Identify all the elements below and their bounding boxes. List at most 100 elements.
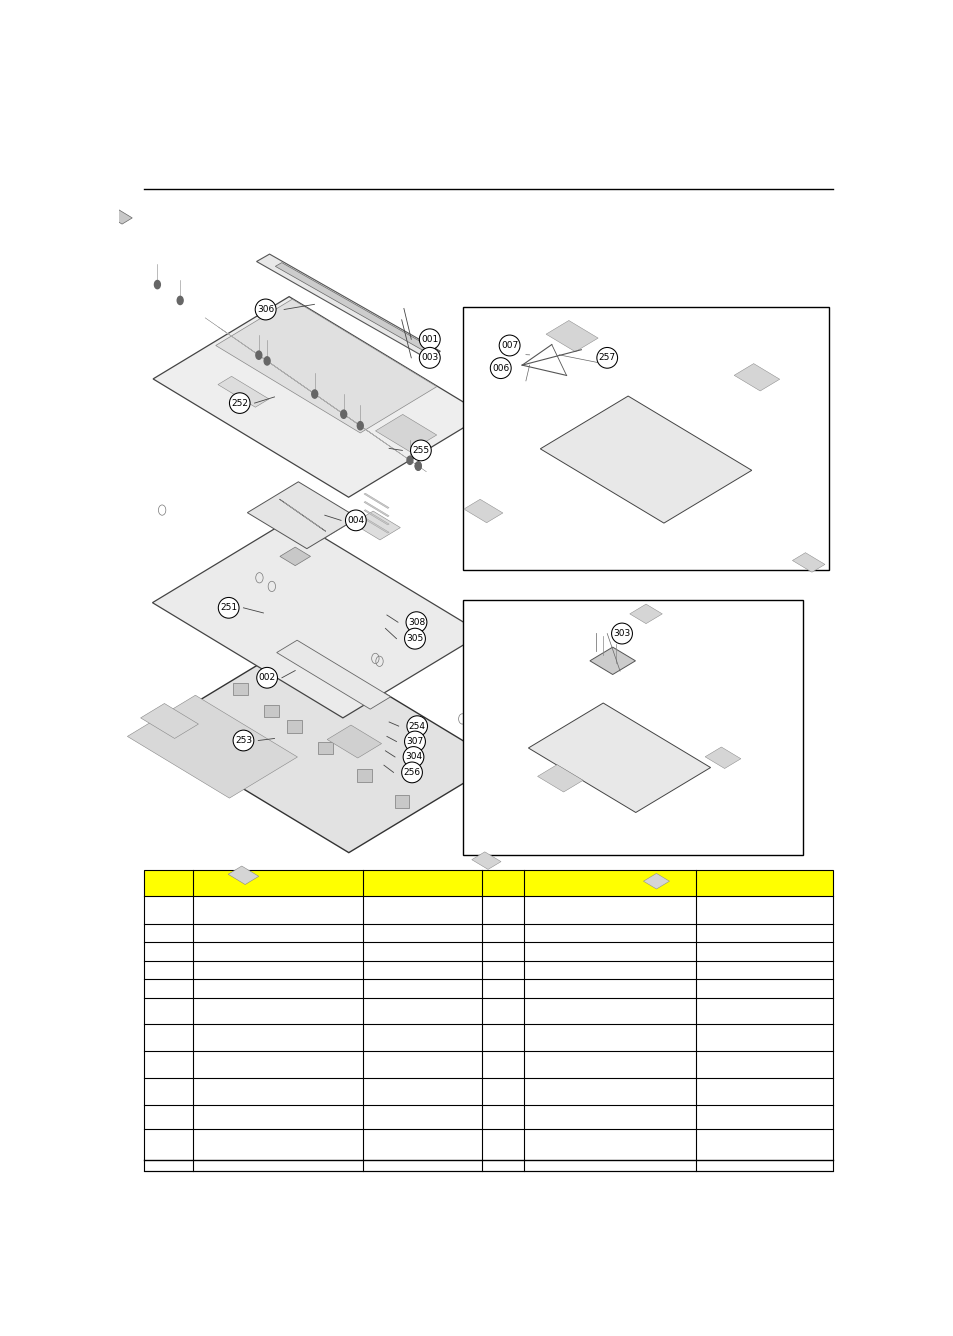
Polygon shape <box>353 512 400 540</box>
Polygon shape <box>148 641 497 852</box>
Polygon shape <box>18 659 55 681</box>
Polygon shape <box>479 790 524 816</box>
Polygon shape <box>642 874 669 888</box>
Polygon shape <box>316 395 337 410</box>
Bar <box>264 704 278 717</box>
Polygon shape <box>276 367 296 382</box>
Polygon shape <box>356 424 377 438</box>
Polygon shape <box>284 373 305 387</box>
Polygon shape <box>205 318 226 333</box>
Circle shape <box>407 456 413 465</box>
Polygon shape <box>539 395 751 524</box>
Polygon shape <box>704 747 740 768</box>
Polygon shape <box>339 411 360 426</box>
Circle shape <box>255 351 261 359</box>
Polygon shape <box>245 346 266 361</box>
Polygon shape <box>303 386 324 401</box>
Text: 253: 253 <box>234 736 252 745</box>
Text: 251: 251 <box>220 604 237 612</box>
Circle shape <box>415 462 421 470</box>
Polygon shape <box>263 358 283 373</box>
Polygon shape <box>364 493 389 509</box>
Polygon shape <box>152 297 484 497</box>
Text: 007: 007 <box>500 341 517 350</box>
Circle shape <box>415 462 421 470</box>
Polygon shape <box>280 370 301 385</box>
Text: 001: 001 <box>420 335 438 343</box>
Polygon shape <box>91 199 132 224</box>
Bar <box>462 307 828 569</box>
Polygon shape <box>271 363 292 378</box>
Circle shape <box>312 390 317 398</box>
Polygon shape <box>325 401 345 415</box>
Polygon shape <box>792 553 824 572</box>
Polygon shape <box>472 852 500 870</box>
Bar <box>233 683 248 695</box>
Polygon shape <box>256 254 440 358</box>
Polygon shape <box>537 764 582 792</box>
Polygon shape <box>299 383 319 398</box>
Polygon shape <box>272 365 293 379</box>
Polygon shape <box>364 518 389 533</box>
Polygon shape <box>528 703 710 812</box>
Polygon shape <box>286 374 306 389</box>
Polygon shape <box>298 382 318 397</box>
Polygon shape <box>378 438 399 453</box>
Polygon shape <box>338 410 359 425</box>
Polygon shape <box>405 457 426 472</box>
Polygon shape <box>375 436 395 450</box>
Text: 306: 306 <box>256 305 274 314</box>
Polygon shape <box>352 420 373 434</box>
Polygon shape <box>253 351 274 366</box>
Polygon shape <box>335 407 355 422</box>
Polygon shape <box>247 482 357 549</box>
Polygon shape <box>517 502 560 529</box>
Bar <box>317 741 333 755</box>
Polygon shape <box>734 363 779 391</box>
Polygon shape <box>228 866 258 884</box>
Polygon shape <box>215 299 436 433</box>
Polygon shape <box>371 433 391 448</box>
Polygon shape <box>232 337 253 351</box>
Text: 252: 252 <box>231 398 248 407</box>
Polygon shape <box>343 414 364 429</box>
Polygon shape <box>275 263 436 354</box>
Polygon shape <box>279 500 325 532</box>
Polygon shape <box>392 448 413 462</box>
Text: 303: 303 <box>613 629 630 639</box>
Polygon shape <box>222 330 243 345</box>
Polygon shape <box>290 377 311 391</box>
Polygon shape <box>271 490 352 540</box>
Bar <box>144 870 833 896</box>
Polygon shape <box>218 327 239 342</box>
Polygon shape <box>330 405 351 420</box>
Bar <box>395 795 409 807</box>
Polygon shape <box>217 377 269 407</box>
Polygon shape <box>240 342 260 357</box>
Polygon shape <box>348 417 368 432</box>
Bar <box>357 770 372 782</box>
Polygon shape <box>361 426 381 441</box>
Polygon shape <box>589 647 635 675</box>
Polygon shape <box>365 429 386 444</box>
Text: 256: 256 <box>403 768 420 778</box>
Text: 002: 002 <box>258 673 275 683</box>
Polygon shape <box>388 445 409 460</box>
Polygon shape <box>463 500 502 522</box>
Circle shape <box>340 410 346 418</box>
Polygon shape <box>353 421 374 436</box>
Polygon shape <box>375 414 436 452</box>
Text: 308: 308 <box>408 617 425 627</box>
Polygon shape <box>257 354 278 369</box>
Polygon shape <box>267 361 288 375</box>
Text: 006: 006 <box>492 363 509 373</box>
Text: 305: 305 <box>406 635 423 643</box>
Text: 257: 257 <box>598 353 615 362</box>
Polygon shape <box>235 339 256 354</box>
Polygon shape <box>364 501 389 517</box>
Polygon shape <box>545 321 598 351</box>
Polygon shape <box>294 379 314 394</box>
Polygon shape <box>258 355 279 370</box>
Text: 003: 003 <box>420 353 438 362</box>
Polygon shape <box>364 509 389 525</box>
